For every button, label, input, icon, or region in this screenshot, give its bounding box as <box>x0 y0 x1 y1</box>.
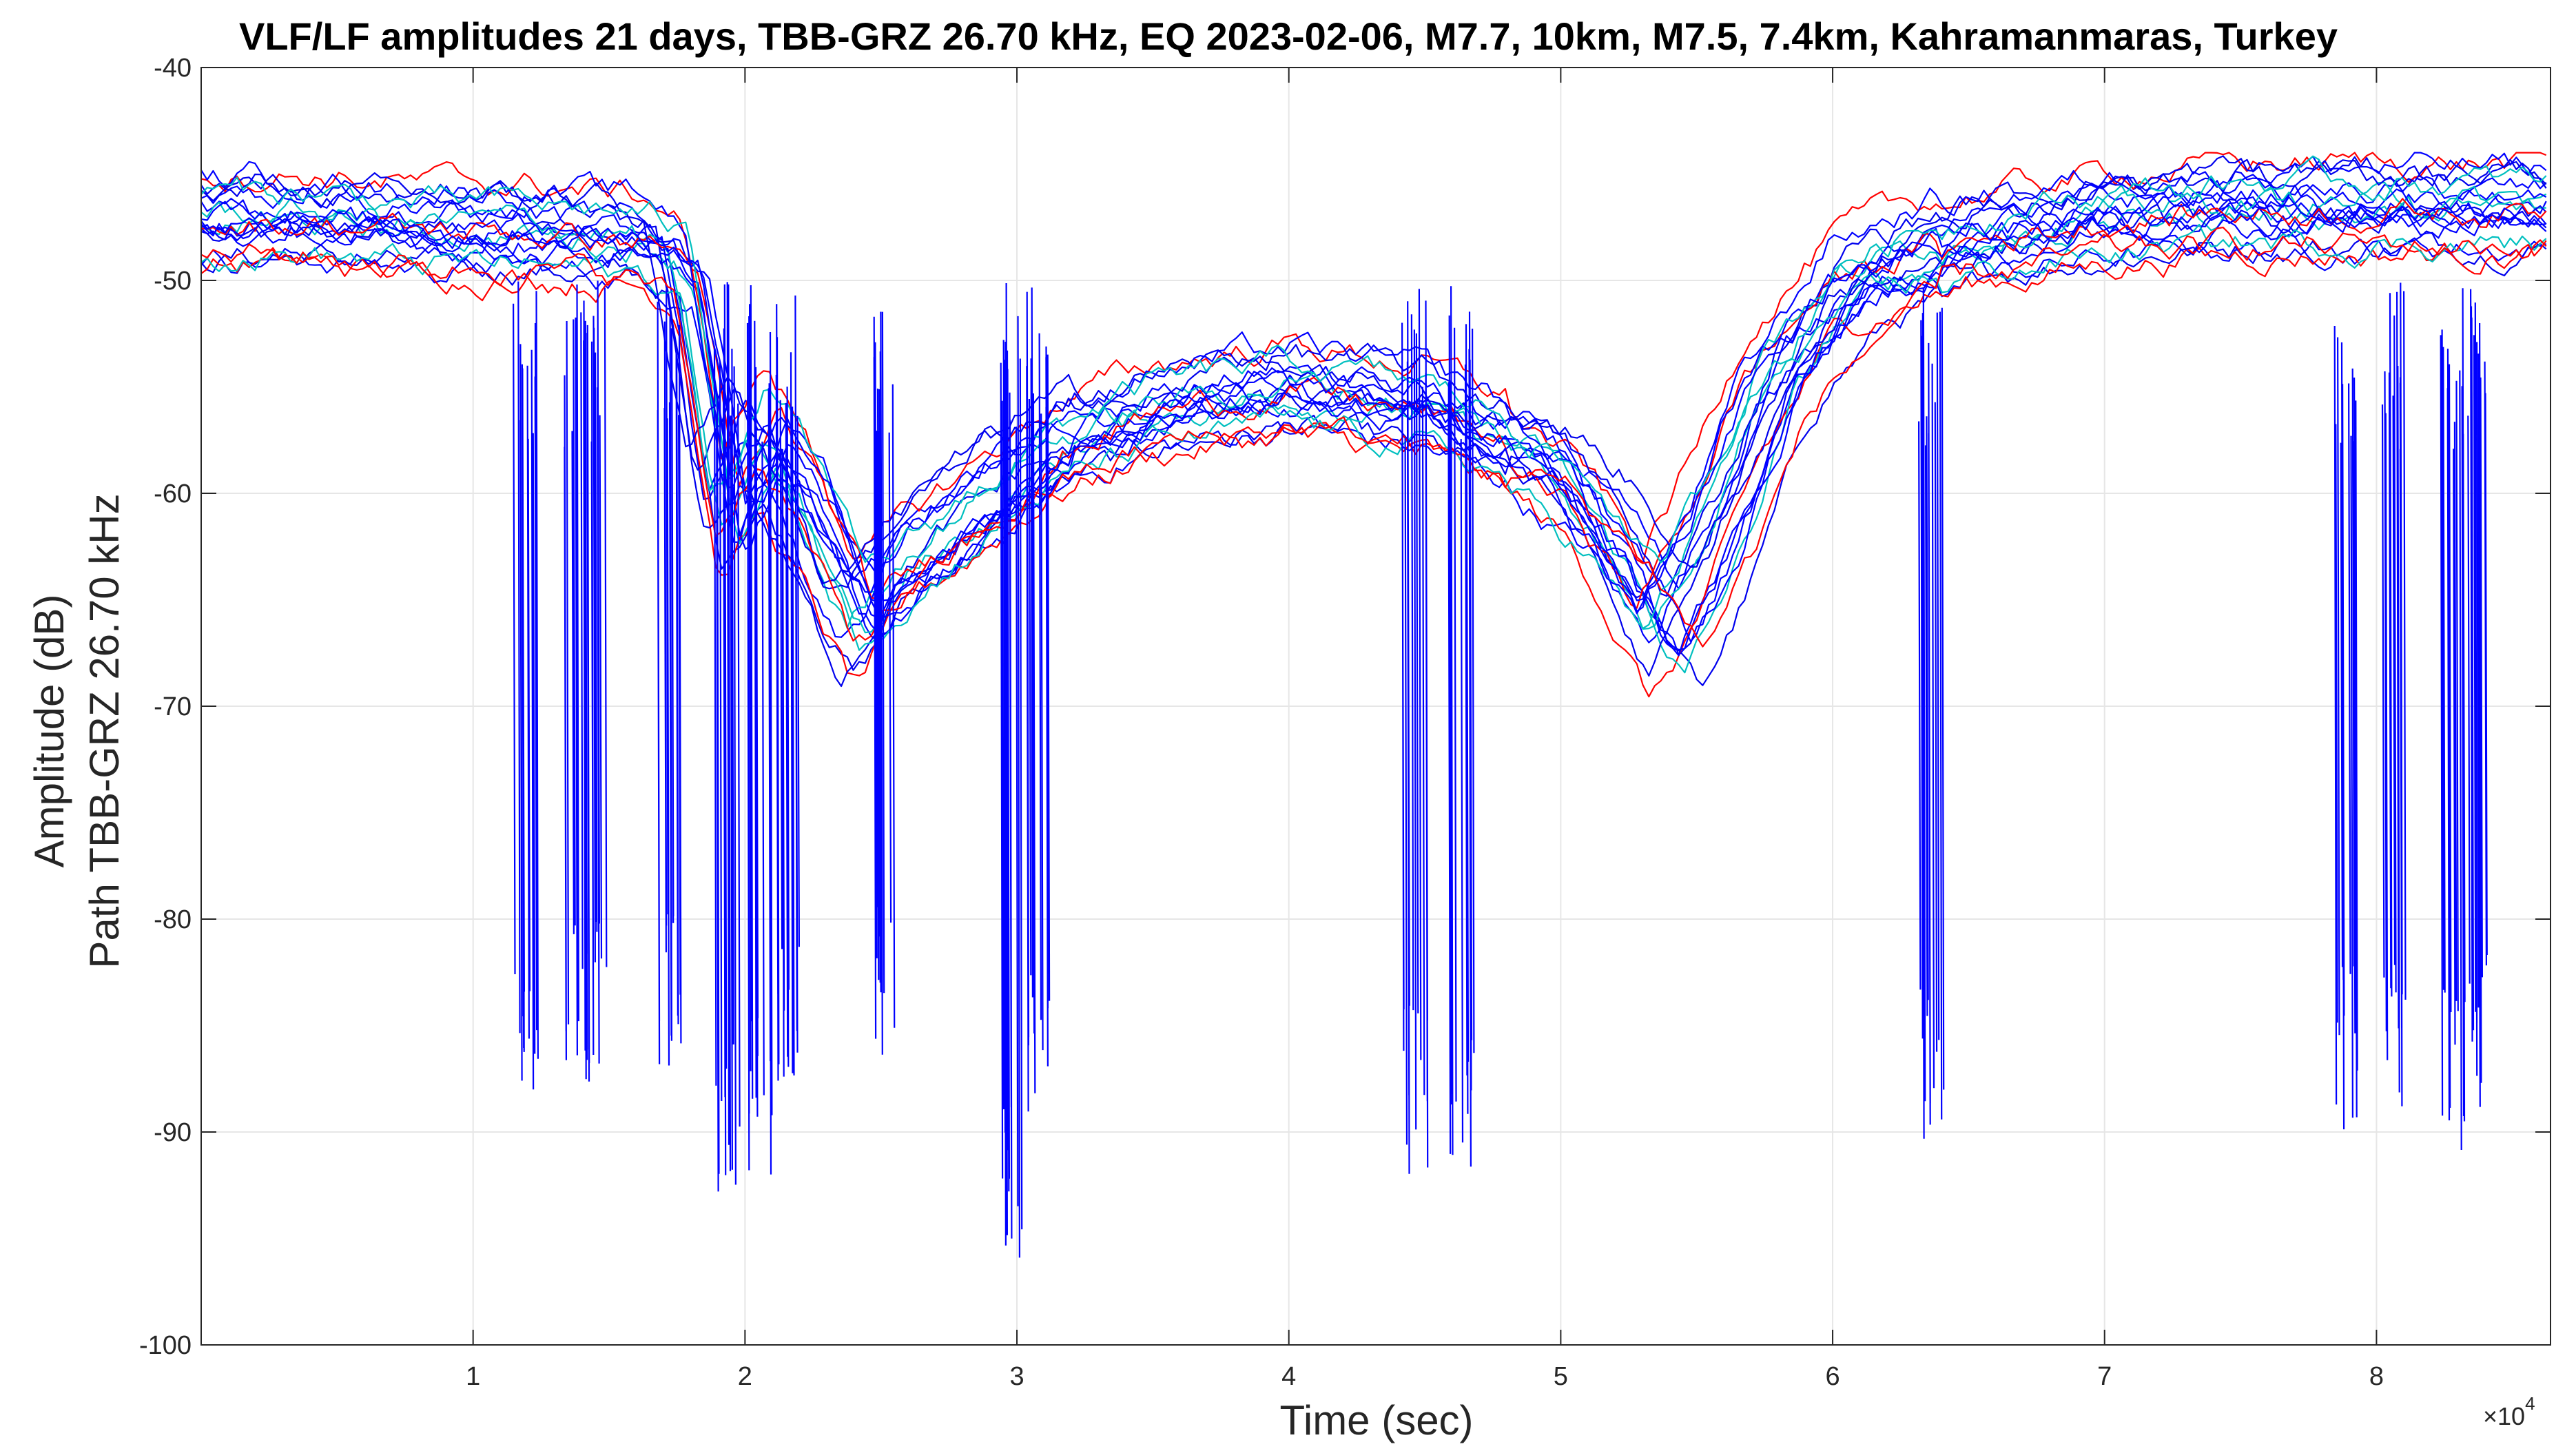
dropout-spike <box>657 289 682 1066</box>
series-traces <box>200 152 2547 1258</box>
series-trace <box>200 176 2547 590</box>
dropout-spike <box>1401 289 1429 1174</box>
dropout-spike <box>873 311 896 1055</box>
series-trace <box>200 188 2547 614</box>
dropout-spike <box>2462 289 2488 1107</box>
series-trace <box>200 205 2547 657</box>
x-axis-exponent-base: ×10 <box>2483 1402 2525 1430</box>
series-trace <box>200 152 2547 601</box>
axis-ticks: 1 2 3 4 5 6 7 8 -100 -90 -80 -70 -60 -50 -40 <box>139 54 2551 1391</box>
dropout-spike <box>583 280 608 1082</box>
dropout-spike <box>2333 325 2358 1130</box>
dropout-spike <box>713 282 741 1192</box>
series-trace <box>200 227 2547 648</box>
x-tick-label: 2 <box>738 1362 752 1391</box>
y-axis-label-line-1: Amplitude (dB) <box>26 595 72 868</box>
x-tick-label: 7 <box>2097 1362 2112 1391</box>
y-tick-label: -70 <box>154 692 192 721</box>
dropout-spike <box>2381 282 2407 1107</box>
series-trace <box>200 155 2547 597</box>
chart-title: VLF/LF amplitudes 21 days, TBB-GRZ 26.70… <box>239 14 2338 58</box>
y-tick-label: -40 <box>154 54 192 83</box>
series-trace <box>200 203 2546 620</box>
y-tick-label: -60 <box>154 480 192 508</box>
series-trace <box>200 155 2547 564</box>
series-trace <box>200 189 2547 643</box>
y-axis-label-line-2: Path TBB-GRZ 26.70 kHz <box>81 493 127 968</box>
x-tick-label: 6 <box>1825 1362 1840 1391</box>
x-tick-label: 3 <box>1009 1362 1024 1391</box>
x-tick-label: 5 <box>1554 1362 1568 1391</box>
series-trace <box>200 198 2547 609</box>
dropout-spike <box>746 285 773 1175</box>
x-axis-exponent: ×104 <box>2483 1393 2535 1430</box>
series-trace <box>200 240 2547 698</box>
y-tick-label: -50 <box>154 267 192 296</box>
x-tick-label: 4 <box>1281 1362 1296 1391</box>
series-trace <box>200 158 2547 584</box>
dropout-spike <box>1447 286 1475 1167</box>
y-tick-label: -100 <box>139 1331 192 1360</box>
x-axis-exponent-power: 4 <box>2525 1393 2535 1414</box>
x-axis-label: Time (sec) <box>1279 1397 1473 1443</box>
x-tick-label: 1 <box>466 1362 480 1391</box>
series-trace <box>200 223 2547 651</box>
series-trace <box>200 230 2547 686</box>
dropout-spike <box>1918 287 1945 1139</box>
dropout-spike <box>513 281 539 1090</box>
dropout-spike <box>1026 287 1051 1112</box>
x-tick-label: 8 <box>2369 1362 2384 1391</box>
y-tick-label: -90 <box>154 1118 192 1147</box>
dropout-spike <box>775 295 800 1081</box>
y-tick-label: -80 <box>154 905 192 934</box>
dropout-spike <box>1000 282 1023 1258</box>
